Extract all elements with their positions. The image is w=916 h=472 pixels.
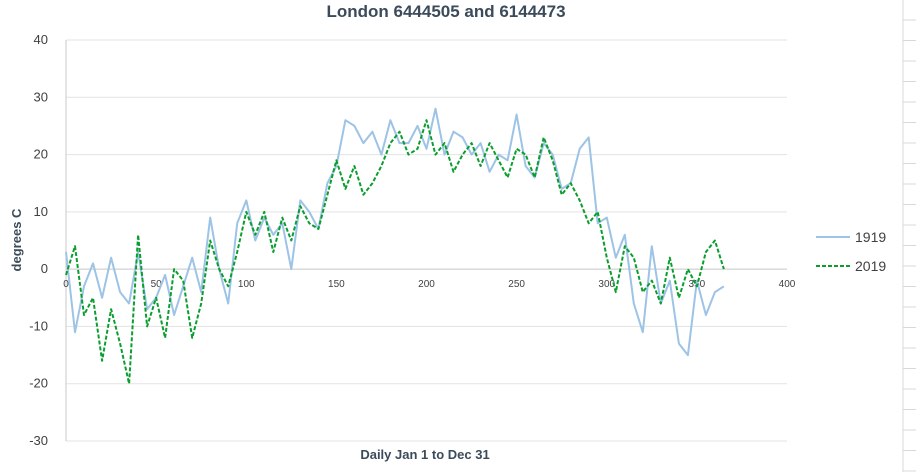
x-tick-label: 100 xyxy=(238,279,255,290)
y-tick-label: 40 xyxy=(34,32,48,47)
legend-label-2019: 2019 xyxy=(855,258,886,274)
series-lines xyxy=(65,107,725,385)
x-axis-title: Daily Jan 1 to Dec 31 xyxy=(360,447,489,462)
y-tick-label: -30 xyxy=(29,433,48,448)
x-tick-label: 50 xyxy=(151,279,163,290)
y-tick-label: 30 xyxy=(34,89,48,104)
x-tick-label: 150 xyxy=(328,279,345,290)
y-tick-label: 20 xyxy=(34,147,48,162)
y-tick-label: -20 xyxy=(29,376,48,391)
series-line-2019 xyxy=(65,119,725,385)
y-tick-label: 0 xyxy=(41,261,48,276)
y-tick-label: 10 xyxy=(34,204,48,219)
x-tick-label: 0 xyxy=(63,279,69,290)
legend: 1919 2019 xyxy=(816,229,886,274)
chart-title: London 6444505 and 6144473 xyxy=(326,2,565,21)
x-tick-label: 200 xyxy=(418,279,435,290)
legend-label-1919: 1919 xyxy=(855,229,886,245)
x-tick-label: 300 xyxy=(598,279,615,290)
gridlines xyxy=(65,39,787,442)
y-axis-title: degrees C xyxy=(9,208,24,271)
y-tick-label: -10 xyxy=(29,318,48,333)
series-line-1919 xyxy=(65,107,725,357)
spreadsheet-background xyxy=(902,0,916,472)
x-tick-label: 400 xyxy=(779,279,796,290)
x-tick-label: 250 xyxy=(508,279,525,290)
y-axis-tick-labels: 40 30 20 10 0 -10 -20 -30 xyxy=(29,32,48,448)
